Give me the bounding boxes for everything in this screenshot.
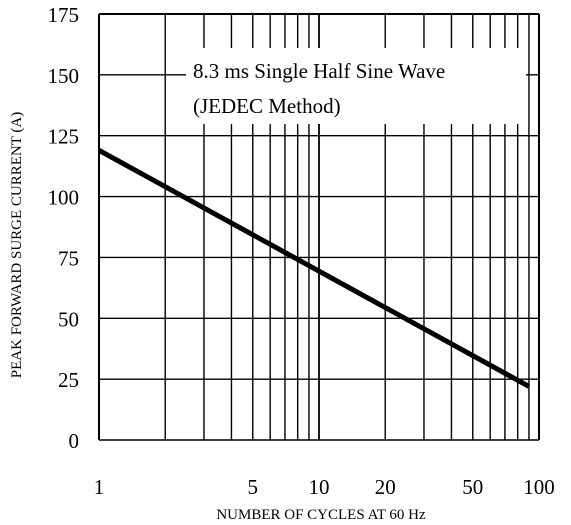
y-tick-label: 0 — [69, 429, 80, 453]
y-axis-label: PEAK FORWARD SURGE CURRENT (A) — [9, 112, 25, 378]
x-axis-label: NUMBER OF CYCLES AT 60 Hz — [216, 507, 426, 523]
y-tick-labels: 0 25 50 75 100 125 150 175 — [48, 3, 80, 453]
x-tick-label: 5 — [248, 475, 259, 499]
y-tick-label: 25 — [58, 368, 79, 392]
annotation-line: 8.3 ms Single Half Sine Wave — [193, 59, 445, 83]
y-tick-label: 75 — [58, 246, 79, 270]
y-tick-label: 100 — [48, 186, 80, 210]
x-tick-label: 10 — [309, 475, 330, 499]
series-line — [97, 148, 531, 389]
annotation-line: (JEDEC Method) — [193, 94, 341, 118]
series-layer — [97, 148, 531, 389]
plot-frame — [98, 13, 540, 441]
y-tick-label: 150 — [48, 64, 80, 88]
x-tick-label: 1 — [94, 475, 105, 499]
y-tick-label: 50 — [58, 307, 79, 331]
annotation-box — [186, 48, 526, 124]
x-tick-labels: 1 5 10 20 50 100 — [94, 475, 555, 499]
annotation: 8.3 ms Single Half Sine Wave (JEDEC Metho… — [193, 59, 445, 118]
y-tick-label: 175 — [48, 3, 80, 27]
y-tick-label: 125 — [48, 125, 80, 149]
x-tick-label: 100 — [523, 475, 555, 499]
x-tick-label: 50 — [462, 475, 483, 499]
x-tick-label: 20 — [375, 475, 396, 499]
